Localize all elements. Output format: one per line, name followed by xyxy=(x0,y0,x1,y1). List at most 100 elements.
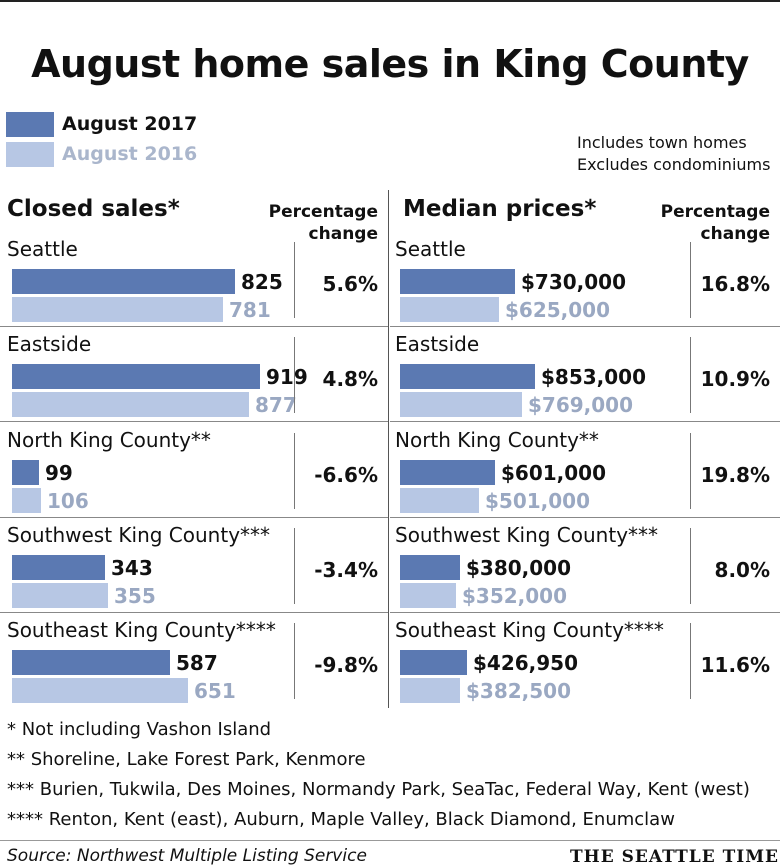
row-divider xyxy=(390,517,780,518)
bar-2016 xyxy=(400,583,456,608)
footnote-2: ** Shoreline, Lake Forest Park, Kenmore xyxy=(7,749,366,770)
value-label-2017: 343 xyxy=(111,556,153,580)
bar-2017 xyxy=(12,460,39,485)
percentage-change: 16.8% xyxy=(700,272,770,296)
pct-header-line1: Percentage xyxy=(268,202,378,222)
pct-divider xyxy=(294,433,295,509)
row-divider xyxy=(0,326,388,327)
bar-2016 xyxy=(12,583,108,608)
value-label-2016: $382,500 xyxy=(466,679,572,703)
legend-label-2017: August 2017 xyxy=(62,113,198,135)
value-label-2017: $730,000 xyxy=(521,270,627,294)
row-divider xyxy=(0,421,388,422)
row-divider xyxy=(0,517,388,518)
pct-header-prices: Percentage change xyxy=(654,201,770,245)
value-label-2017: 587 xyxy=(176,651,218,675)
value-label-2016: $625,000 xyxy=(505,298,611,322)
region-label: North King County** xyxy=(395,428,599,452)
region-label: Eastside xyxy=(7,332,92,356)
region-label: Seattle xyxy=(395,237,466,261)
value-label-2016: $352,000 xyxy=(462,584,568,608)
percentage-change: -6.6% xyxy=(314,463,378,487)
bar-2016 xyxy=(400,488,479,513)
row-divider xyxy=(390,612,780,613)
note-includes: Includes town homes xyxy=(577,133,747,152)
value-label-2016: 355 xyxy=(114,584,156,608)
pct-divider xyxy=(294,337,295,413)
percentage-change: -3.4% xyxy=(314,558,378,582)
value-label-2016: $769,000 xyxy=(528,393,634,417)
value-label-2017: $601,000 xyxy=(501,461,607,485)
value-label-2017: 825 xyxy=(241,270,283,294)
region-label: Seattle xyxy=(7,237,78,261)
pct-divider xyxy=(690,242,691,318)
region-label: North King County** xyxy=(7,428,211,452)
bar-2017 xyxy=(12,555,105,580)
panel-divider xyxy=(388,190,389,708)
region-label: Southwest King County*** xyxy=(7,523,271,547)
pct-divider xyxy=(690,623,691,699)
bar-2017 xyxy=(12,364,260,389)
footer-rule xyxy=(0,840,780,841)
bar-2016 xyxy=(12,678,188,703)
bar-2017 xyxy=(400,364,535,389)
pct-header-line1: Percentage xyxy=(660,202,770,222)
pct-divider xyxy=(690,433,691,509)
legend-label-2016: August 2016 xyxy=(62,143,198,165)
region-label: Southeast King County**** xyxy=(395,618,664,642)
pct-divider xyxy=(294,528,295,604)
row-divider xyxy=(390,421,780,422)
bar-2017 xyxy=(400,269,515,294)
source-note: Source: Northwest Multiple Listing Servi… xyxy=(7,846,367,866)
bar-2016 xyxy=(400,678,460,703)
footnote-3: *** Burien, Tukwila, Des Moines, Normand… xyxy=(7,779,750,800)
percentage-change: 8.0% xyxy=(714,558,770,582)
value-label-2016: $501,000 xyxy=(485,489,591,513)
legend-swatch-2016 xyxy=(6,142,54,167)
pct-divider xyxy=(690,528,691,604)
legend-swatch-2017 xyxy=(6,112,54,137)
value-label-2016: 877 xyxy=(255,393,297,417)
bar-2017 xyxy=(400,650,467,675)
pct-header-line2: change xyxy=(700,224,770,244)
row-divider xyxy=(0,612,388,613)
region-label: Eastside xyxy=(395,332,480,356)
region-label: Southeast King County**** xyxy=(7,618,276,642)
value-label-2017: $380,000 xyxy=(466,556,572,580)
bar-2017 xyxy=(12,650,170,675)
percentage-change: 5.6% xyxy=(322,272,378,296)
value-label-2017: 919 xyxy=(266,365,308,389)
top-rule xyxy=(0,0,780,2)
percentage-change: 19.8% xyxy=(700,463,770,487)
publisher-logo: THE SEATTLE TIMES xyxy=(570,847,780,867)
bar-2016 xyxy=(12,392,249,417)
percentage-change: 4.8% xyxy=(322,367,378,391)
value-label-2016: 651 xyxy=(194,679,236,703)
value-label-2016: 781 xyxy=(229,298,271,322)
bar-2016 xyxy=(12,488,41,513)
panel-title-sales: Closed sales* xyxy=(7,196,180,222)
percentage-change: -9.8% xyxy=(314,653,378,677)
pct-divider xyxy=(294,623,295,699)
chart-title: August home sales in King County xyxy=(31,42,749,86)
percentage-change: 11.6% xyxy=(700,653,770,677)
footnote-4: **** Renton, Kent (east), Auburn, Maple … xyxy=(7,809,675,830)
row-divider xyxy=(390,326,780,327)
note-excludes: Excludes condominiums xyxy=(577,155,771,174)
panel-title-prices: Median prices* xyxy=(403,196,597,222)
pct-header-line2: change xyxy=(308,224,378,244)
bar-2016 xyxy=(12,297,223,322)
bar-2016 xyxy=(400,297,499,322)
bar-2017 xyxy=(12,269,235,294)
footnote-1: * Not including Vashon Island xyxy=(7,719,272,740)
bar-2016 xyxy=(400,392,522,417)
value-label-2017: $853,000 xyxy=(541,365,647,389)
value-label-2017: 99 xyxy=(45,461,73,485)
pct-header-sales: Percentage change xyxy=(262,201,378,245)
pct-divider xyxy=(294,242,295,318)
value-label-2016: 106 xyxy=(47,489,89,513)
bar-2017 xyxy=(400,460,495,485)
percentage-change: 10.9% xyxy=(700,367,770,391)
region-label: Southwest King County*** xyxy=(395,523,659,547)
bar-2017 xyxy=(400,555,460,580)
